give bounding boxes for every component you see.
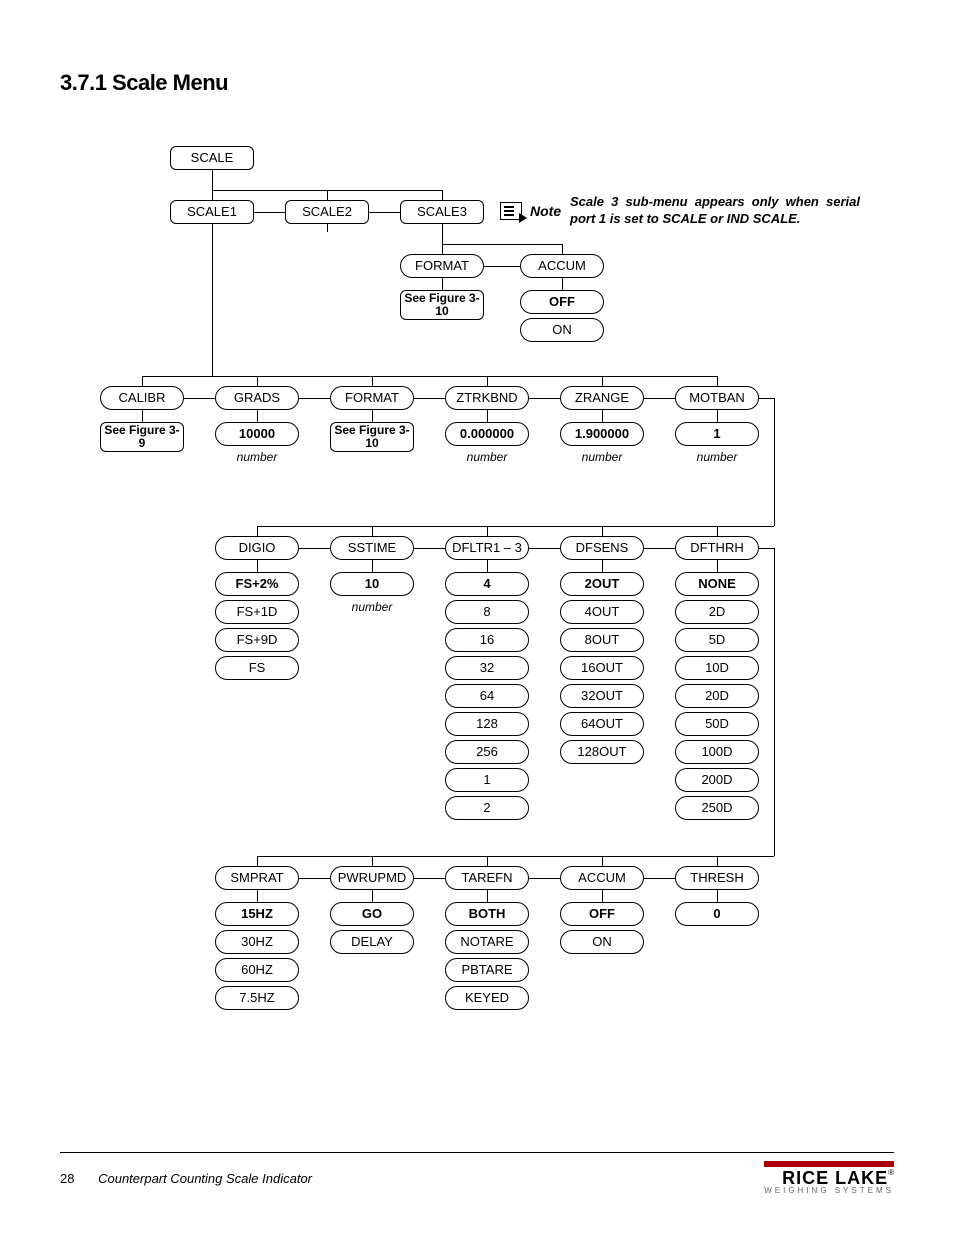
- page-number: 28: [60, 1171, 74, 1186]
- scale3-format-ref: See Figure 3-10: [400, 290, 484, 320]
- section-heading: 3.7.1 Scale Menu: [60, 70, 894, 96]
- row1-ztrkbnd: ZTRKBND: [445, 386, 529, 410]
- row2-0: DIGIO: [215, 536, 299, 560]
- row1-val-3: 0.000000: [445, 422, 529, 446]
- row1-val-2: See Figure 3-10: [330, 422, 414, 452]
- row2-opt-3-6: 128OUT: [560, 740, 644, 764]
- row3-opt-1-1: DELAY: [330, 930, 414, 954]
- row2-opt-4-3: 10D: [675, 656, 759, 680]
- row3-opt-2-1: NOTARE: [445, 930, 529, 954]
- row3-opt-0-3: 7.5HZ: [215, 986, 299, 1010]
- note-label: Note: [530, 203, 561, 219]
- row2-opt-4-4: 20D: [675, 684, 759, 708]
- row2-opt-2-8: 2: [445, 796, 529, 820]
- row3-opt-0-1: 30HZ: [215, 930, 299, 954]
- row2-opt-2-0: 4: [445, 572, 529, 596]
- row2-opt-2-1: 8: [445, 600, 529, 624]
- row3-opt-4-0: 0: [675, 902, 759, 926]
- row3-tarefn: TAREFN: [445, 866, 529, 890]
- scale-2: SCALE2: [285, 200, 369, 224]
- row2-opt-4-6: 100D: [675, 740, 759, 764]
- row1-val-4: 1.900000: [560, 422, 644, 446]
- row2-opt-0-3: FS: [215, 656, 299, 680]
- row3-opt-0-0: 15HZ: [215, 902, 299, 926]
- row2-opt-4-1: 2D: [675, 600, 759, 624]
- row1-calibr: CALIBR: [100, 386, 184, 410]
- row2-opt-2-3: 32: [445, 656, 529, 680]
- scale-1: SCALE1: [170, 200, 254, 224]
- row3-opt-2-2: PBTARE: [445, 958, 529, 982]
- row2-opt-4-0: NONE: [675, 572, 759, 596]
- row2-opt-3-0: 2OUT: [560, 572, 644, 596]
- row2-opt-1-0: 10: [330, 572, 414, 596]
- menu-tree-diagram: SCALE SCALE1 SCALE2 SCALE3 Note Scale 3 sub-m…: [60, 146, 894, 1106]
- row3-opt-0-2: 60HZ: [215, 958, 299, 982]
- row2-opt-4-8: 250D: [675, 796, 759, 820]
- row1-zrange: ZRANGE: [560, 386, 644, 410]
- row3-opt-3-0: OFF: [560, 902, 644, 926]
- row1-val-1: 10000: [215, 422, 299, 446]
- scale3-accum-on: ON: [520, 318, 604, 342]
- page-footer: 28 Counterpart Counting Scale Indicator …: [60, 1152, 894, 1195]
- row3-accum: ACCUM: [560, 866, 644, 890]
- row1-val-0: See Figure 3-9: [100, 422, 184, 452]
- row2-opt-3-5: 64OUT: [560, 712, 644, 736]
- row2-4: DFTHRH: [675, 536, 759, 560]
- row1-val-5: 1: [675, 422, 759, 446]
- row3-thresh: THRESH: [675, 866, 759, 890]
- row3-opt-3-1: ON: [560, 930, 644, 954]
- row2-2: DFLTR1 – 3: [445, 536, 529, 560]
- row2-3: DFSENS: [560, 536, 644, 560]
- row3-smprat: SMPRAT: [215, 866, 299, 890]
- row2-opt-3-4: 32OUT: [560, 684, 644, 708]
- row3-pwrupmd: PWRUPMD: [330, 866, 414, 890]
- row2-opt-3-3: 16OUT: [560, 656, 644, 680]
- note-icon: [500, 202, 522, 220]
- note-text: Scale 3 sub-menu appears only when seria…: [570, 194, 860, 228]
- row2-opt-0-0: FS+2%: [215, 572, 299, 596]
- row3-opt-1-0: GO: [330, 902, 414, 926]
- brand-logo: RICE LAKE® WEIGHING SYSTEMS: [764, 1161, 894, 1195]
- row2-opt-0-1: FS+1D: [215, 600, 299, 624]
- row2-1: SSTIME: [330, 536, 414, 560]
- row2-opt-2-2: 16: [445, 628, 529, 652]
- scale-3: SCALE3: [400, 200, 484, 224]
- row2-opt-2-6: 256: [445, 740, 529, 764]
- row3-opt-2-3: KEYED: [445, 986, 529, 1010]
- row2-opt-0-2: FS+9D: [215, 628, 299, 652]
- root-scale: SCALE: [170, 146, 254, 170]
- scale3-format: FORMAT: [400, 254, 484, 278]
- row2-opt-2-4: 64: [445, 684, 529, 708]
- row1-grads: GRADS: [215, 386, 299, 410]
- row2-opt-4-5: 50D: [675, 712, 759, 736]
- row2-opt-4-7: 200D: [675, 768, 759, 792]
- scale3-accum: ACCUM: [520, 254, 604, 278]
- row2-opt-2-5: 128: [445, 712, 529, 736]
- scale3-accum-off: OFF: [520, 290, 604, 314]
- row1-format: FORMAT: [330, 386, 414, 410]
- row3-opt-2-0: BOTH: [445, 902, 529, 926]
- footer-title: Counterpart Counting Scale Indicator: [98, 1171, 312, 1186]
- row2-opt-3-1: 4OUT: [560, 600, 644, 624]
- row1-motban: MOTBAN: [675, 386, 759, 410]
- row2-opt-4-2: 5D: [675, 628, 759, 652]
- row2-opt-3-2: 8OUT: [560, 628, 644, 652]
- row2-opt-2-7: 1: [445, 768, 529, 792]
